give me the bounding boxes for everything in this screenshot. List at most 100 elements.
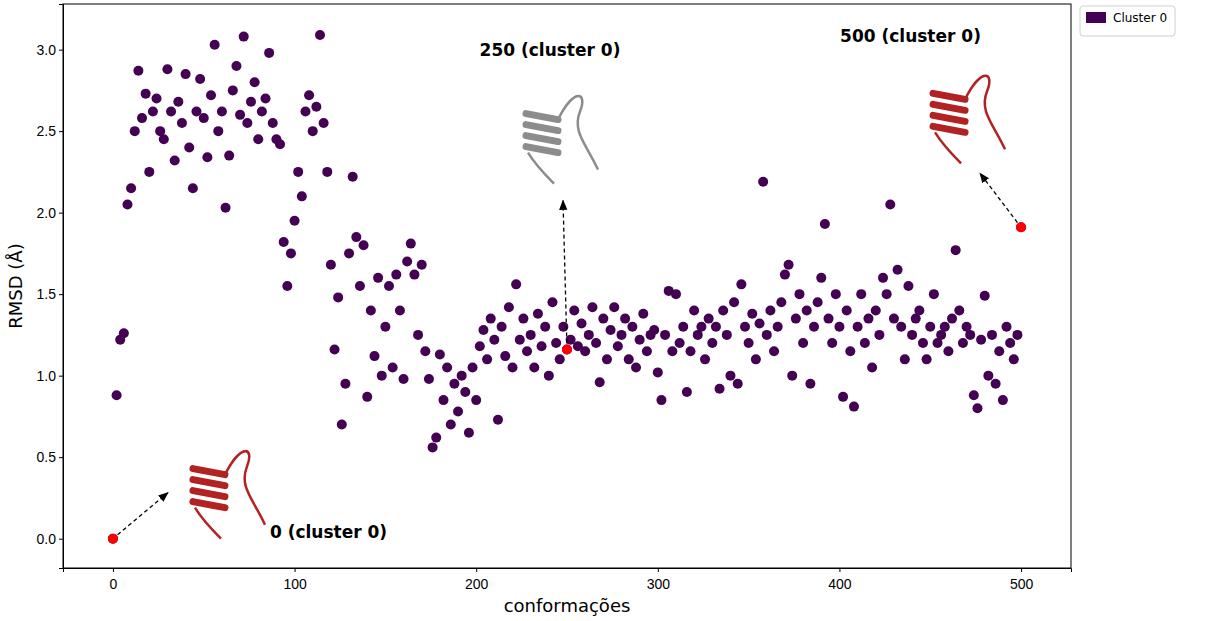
legend: Cluster 0: [1080, 6, 1175, 36]
point: [369, 351, 379, 361]
point: [929, 289, 939, 299]
point: [239, 32, 249, 42]
point: [802, 305, 812, 315]
point: [824, 314, 834, 324]
y-tick-label: 3.0: [37, 42, 57, 58]
point: [922, 354, 932, 364]
point: [976, 335, 986, 345]
annotation-arrow: [980, 173, 1017, 222]
point: [700, 354, 710, 364]
point: [213, 126, 223, 136]
point: [569, 305, 579, 315]
point: [740, 322, 750, 332]
point: [758, 177, 768, 187]
point: [925, 322, 935, 332]
point: [515, 335, 525, 345]
point: [293, 167, 303, 177]
point: [751, 354, 761, 364]
point: [860, 338, 870, 348]
point: [813, 297, 823, 307]
y-tick-label: 1.5: [37, 286, 57, 302]
annotation-label: 250 (cluster 0): [480, 40, 621, 60]
point: [340, 379, 350, 389]
point: [595, 377, 605, 387]
point: [798, 338, 808, 348]
point: [965, 330, 975, 340]
highlight-point: [108, 534, 118, 544]
point: [943, 346, 953, 356]
x-tick: 100: [283, 568, 307, 592]
plot-area: [108, 30, 1026, 544]
point: [366, 305, 376, 315]
point: [649, 325, 659, 335]
point: [678, 322, 688, 332]
point: [471, 395, 481, 405]
point: [867, 363, 877, 373]
point: [544, 371, 554, 381]
annotation-label: 500 (cluster 0): [840, 26, 981, 46]
point: [555, 354, 565, 364]
point: [983, 371, 993, 381]
point: [112, 390, 122, 400]
point: [133, 66, 143, 76]
point: [409, 270, 419, 280]
point: [148, 107, 158, 117]
point: [508, 363, 518, 373]
point: [141, 89, 151, 99]
legend-box: [1080, 6, 1175, 36]
x-tick-label: 200: [465, 576, 489, 592]
point: [489, 335, 499, 345]
point: [972, 403, 982, 413]
point: [715, 384, 725, 394]
x-tick: 400: [828, 568, 852, 592]
point: [940, 322, 950, 332]
y-tick-mark: [59, 376, 63, 377]
point: [682, 387, 692, 397]
point: [395, 305, 405, 315]
point: [417, 260, 427, 270]
point: [842, 305, 852, 315]
x-axis-title: conformações: [504, 595, 631, 616]
point: [493, 415, 503, 425]
point: [805, 379, 815, 389]
point: [304, 90, 314, 100]
point: [624, 354, 634, 364]
point: [958, 338, 968, 348]
point: [653, 367, 663, 377]
y-axis-title: RMSD (Å): [5, 243, 26, 328]
x-tick-mark: [295, 568, 296, 572]
point: [126, 183, 136, 193]
legend-swatch: [1086, 12, 1106, 23]
point: [511, 279, 521, 289]
point: [359, 240, 369, 250]
point: [202, 152, 212, 162]
point: [722, 330, 732, 340]
point: [562, 345, 572, 355]
point: [794, 289, 804, 299]
point: [980, 291, 990, 301]
point: [482, 354, 492, 364]
point: [620, 314, 630, 324]
point: [874, 330, 884, 340]
point: [849, 402, 859, 412]
point: [522, 346, 532, 356]
coil: [965, 76, 1005, 150]
point: [707, 338, 717, 348]
point: [871, 305, 881, 315]
point: [504, 302, 514, 312]
point: [791, 314, 801, 324]
point: [838, 392, 848, 402]
point: [406, 239, 416, 249]
point: [954, 305, 964, 315]
point: [326, 260, 336, 270]
point: [399, 374, 409, 384]
point: [478, 325, 488, 335]
point: [1012, 330, 1022, 340]
point: [827, 338, 837, 348]
point: [1009, 354, 1019, 364]
point: [627, 322, 637, 332]
point: [518, 314, 528, 324]
point: [729, 297, 739, 307]
helix-turn: [193, 502, 225, 508]
point: [667, 346, 677, 356]
